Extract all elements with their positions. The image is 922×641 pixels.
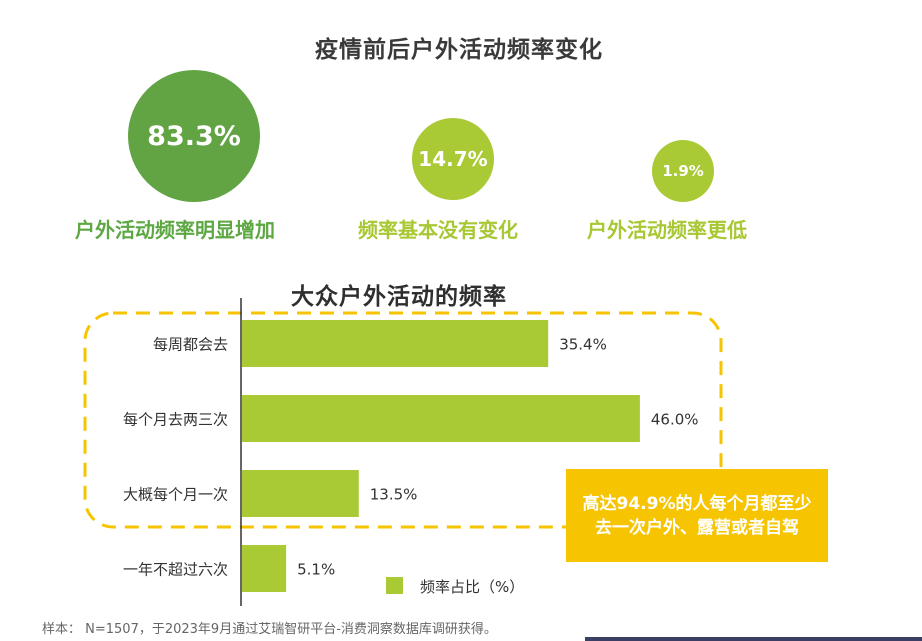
stat-value: 1.9%: [662, 162, 704, 180]
highlight-callout: 高达94.9%的人每个月都至少去一次户外、露营或者自驾: [566, 469, 828, 562]
chart-title: 大众户外活动的频率: [291, 284, 507, 310]
category-label: 每周都会去: [153, 336, 228, 354]
chart-title-top: 疫情前后户外活动频率变化: [315, 37, 603, 63]
bar: [242, 470, 359, 517]
stat-circle-unchanged: 14.7%: [412, 118, 494, 200]
stat-label-lower: 户外活动频率更低: [587, 218, 747, 242]
data-label: 5.1%: [297, 561, 335, 579]
stat-circle-lower: 1.9%: [652, 140, 714, 202]
legend-label: 频率占比（%）: [420, 578, 524, 596]
bar: [242, 320, 549, 367]
category-label: 一年不超过六次: [123, 561, 228, 579]
footnote: 样本： N=1507，于2023年9月通过艾瑞智研平台-消费洞察数据库调研获得。: [42, 622, 497, 637]
legend-swatch: [386, 577, 403, 594]
stat-value: 83.3%: [147, 120, 241, 152]
data-label: 13.5%: [370, 486, 418, 504]
stat-label-unchanged: 频率基本没有变化: [358, 218, 518, 242]
bottom-decoration-bar: [585, 637, 922, 641]
stat-value: 14.7%: [418, 147, 488, 171]
data-label: 35.4%: [559, 336, 607, 354]
bar: [242, 395, 640, 442]
data-label: 46.0%: [651, 411, 699, 429]
highlight-dashed-frame: [83, 311, 723, 529]
category-label: 每个月去两三次: [123, 411, 228, 429]
category-label: 大概每个月一次: [123, 486, 228, 504]
bar: [242, 545, 287, 592]
stat-circle-increase: 83.3%: [128, 70, 260, 202]
stat-label-increase: 户外活动频率明显增加: [75, 218, 275, 242]
